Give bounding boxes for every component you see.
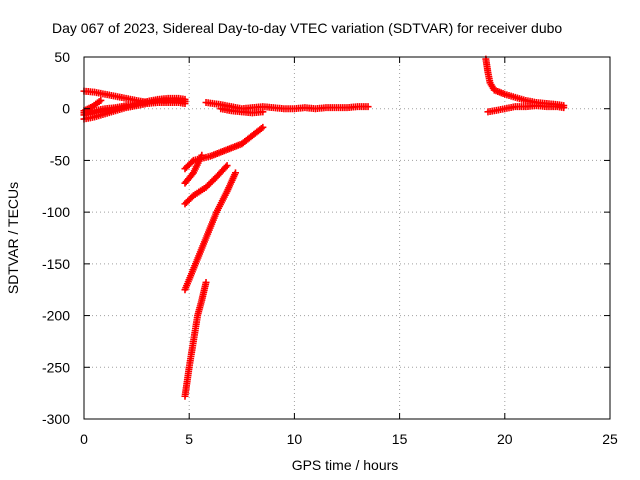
data-point	[364, 103, 372, 111]
y-tick-label: -100	[42, 204, 70, 220]
data-point	[188, 158, 196, 166]
plot-frame	[83, 56, 611, 420]
data-point	[198, 151, 206, 159]
chart-title: Day 067 of 2023, Sidereal Day-to-day VTE…	[52, 20, 562, 36]
x-tick-label: 0	[80, 431, 88, 447]
x-axis-title: GPS time / hours	[292, 457, 399, 473]
x-tick-label: 20	[497, 431, 513, 447]
ticks-layer	[83, 56, 611, 420]
series-arc-13	[482, 55, 568, 110]
x-tick-label: 10	[287, 431, 303, 447]
y-axis-title: SDTVAR / TECUs	[5, 182, 21, 294]
data-points-layer	[80, 55, 568, 400]
series-arc-5	[80, 87, 151, 107]
y-tick-label: -50	[50, 152, 70, 168]
x-tick-label: 15	[392, 431, 408, 447]
y-tick-label: -150	[42, 256, 70, 272]
data-point	[259, 123, 267, 131]
series-arc-14	[484, 102, 568, 116]
data-point	[143, 99, 151, 107]
series-arc-12	[181, 278, 210, 400]
x-tick-label: 25	[602, 431, 618, 447]
series-arc-9	[181, 151, 206, 187]
tick-labels-layer: 0 5 10 15 20 25 -300 -250 -200 -150 -100 -50 0 50	[42, 49, 618, 447]
series-arc-11	[181, 169, 239, 294]
data-point	[181, 95, 189, 103]
data-point	[560, 104, 568, 112]
y-tick-label: 50	[54, 49, 70, 65]
grid-layer	[84, 57, 610, 419]
data-point	[97, 96, 105, 104]
x-tick-label: 5	[185, 431, 193, 447]
data-point	[259, 108, 267, 116]
data-point	[222, 163, 230, 171]
data-point	[231, 169, 239, 177]
y-tick-label: -200	[42, 308, 70, 324]
data-point	[257, 125, 265, 133]
series-arc-10	[181, 162, 231, 208]
data-point	[223, 162, 231, 170]
y-tick-label: 0	[62, 101, 70, 117]
y-tick-label: -250	[42, 359, 70, 375]
data-point	[202, 278, 210, 286]
y-tick-label: -300	[42, 411, 70, 427]
series-arc-7	[217, 105, 267, 117]
